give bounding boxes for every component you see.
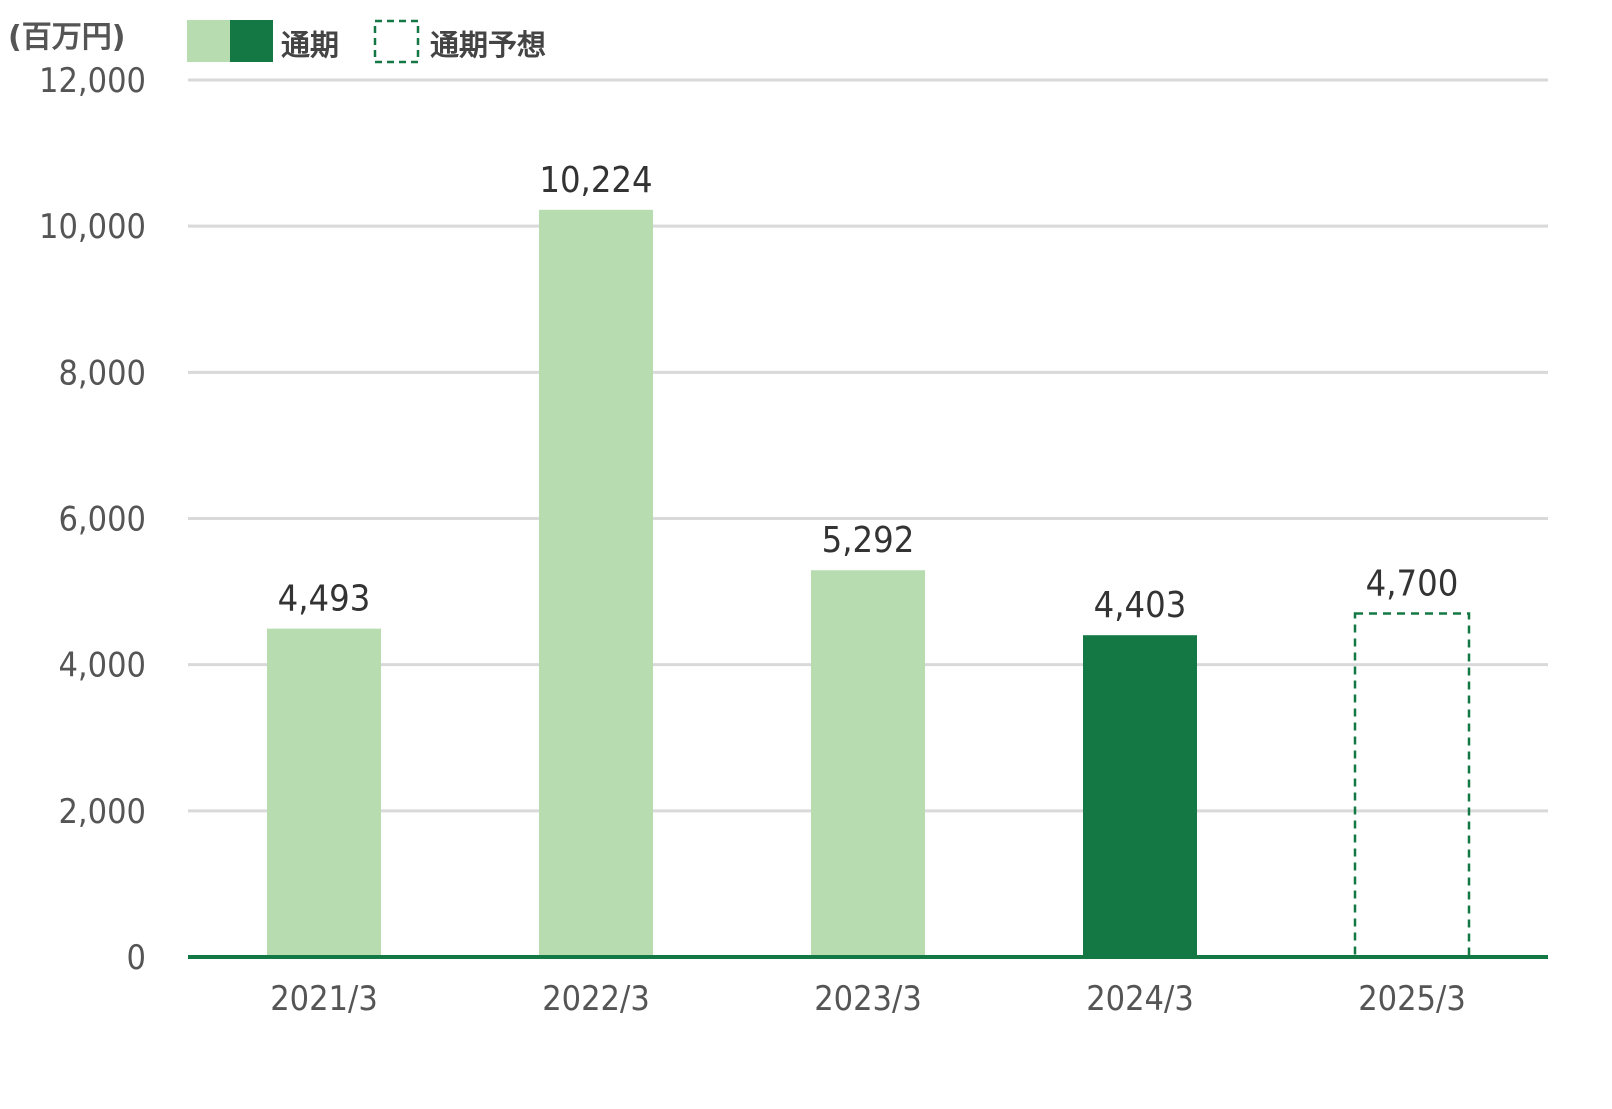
bar-forecast — [1353, 612, 1471, 959]
legend-label-forecast: 通期予想 — [430, 28, 546, 62]
data-label: 4,700 — [1366, 564, 1459, 605]
data-label: 5,292 — [822, 520, 915, 561]
x-tick-label: 2025/3 — [1358, 979, 1466, 1019]
data-label: 4,493 — [278, 579, 371, 620]
y-tick-label: 12,000 — [39, 61, 146, 101]
bar — [811, 570, 925, 957]
data-label: 4,403 — [1094, 585, 1187, 626]
bar — [1083, 635, 1197, 957]
gridlines — [188, 78, 1548, 813]
x-tick-label: 2024/3 — [1086, 979, 1194, 1019]
data-label: 10,224 — [539, 160, 652, 201]
bars — [267, 209, 1471, 959]
legend-swatch-current — [230, 20, 273, 62]
y-tick-label: 0 — [127, 938, 146, 978]
x-tick-label: 2022/3 — [542, 979, 650, 1019]
y-tick-label: 4,000 — [58, 646, 146, 686]
legend-swatch-forecast — [373, 19, 420, 64]
data-labels: 4,493 10,224 5,292 4,403 4,700 — [278, 160, 1459, 626]
legend: (百万円) 通期 通期予想 — [8, 19, 546, 64]
x-axis-ticks: 2021/3 2022/3 2023/3 2024/3 2025/3 — [270, 979, 1466, 1019]
y-axis-ticks: 0 2,000 4,000 6,000 8,000 10,000 12,000 — [39, 61, 146, 978]
y-tick-label: 2,000 — [58, 792, 146, 832]
x-tick-label: 2021/3 — [270, 979, 378, 1019]
y-tick-label: 8,000 — [58, 353, 146, 393]
bar — [539, 209, 653, 957]
unit-label: (百万円) — [8, 20, 125, 55]
legend-label-actual: 通期 — [281, 28, 339, 62]
y-tick-label: 10,000 — [39, 207, 146, 247]
y-tick-label: 6,000 — [58, 500, 146, 540]
bar — [267, 628, 381, 957]
x-tick-label: 2023/3 — [814, 979, 922, 1019]
legend-swatch-past — [187, 20, 230, 62]
